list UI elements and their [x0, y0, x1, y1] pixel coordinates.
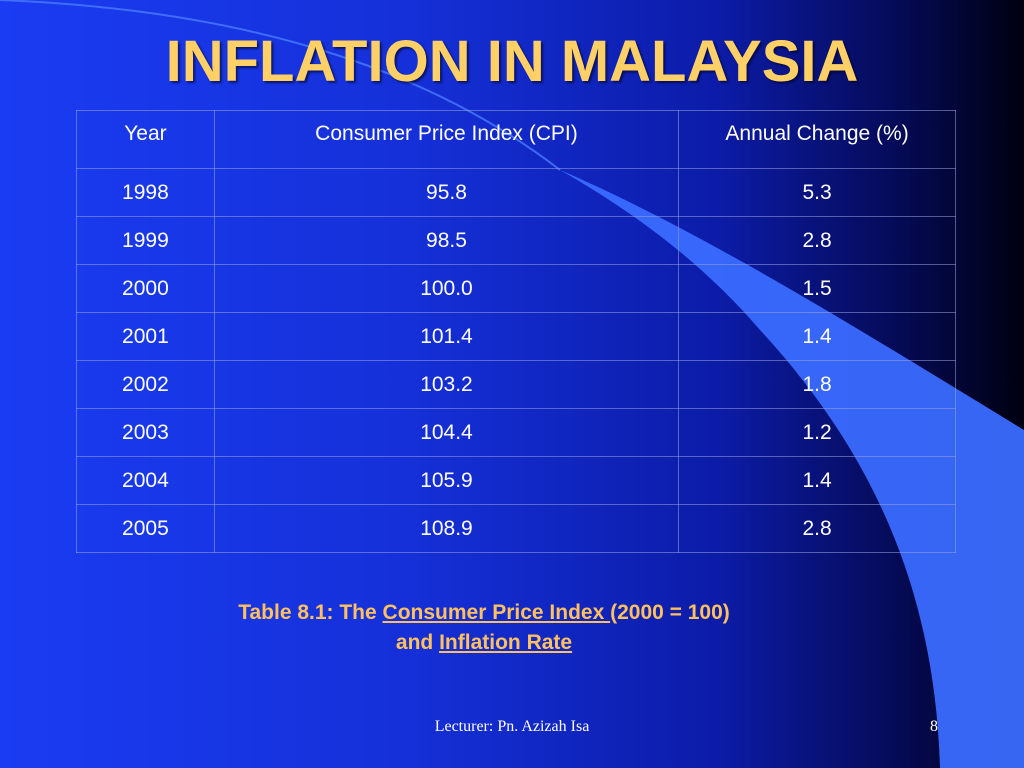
table-row: 2003 104.4 1.2	[76, 408, 956, 457]
header-year: Year	[76, 110, 215, 169]
table-row: 2004 105.9 1.4	[76, 456, 956, 505]
cell-annual-change: 1.4	[678, 312, 956, 361]
table-row: 1998 95.8 5.3	[76, 168, 956, 217]
cell-year: 1998	[76, 168, 215, 217]
header-annual-change: Annual Change (%)	[678, 110, 956, 169]
cell-cpi: 100.0	[213, 264, 680, 313]
table-row: 2002 103.2 1.8	[76, 360, 956, 409]
header-annual-change-label: Annual Change (%)	[725, 122, 909, 145]
cell-cpi: 103.2	[213, 360, 680, 409]
cell-cpi: 105.9	[213, 456, 680, 505]
caption-line-2: and Inflation Rate	[0, 628, 968, 658]
caption-middle: (2000 = 100)	[610, 601, 730, 624]
page-number: 8	[930, 718, 938, 735]
cell-year: 1999	[76, 216, 215, 265]
table-row: 2001 101.4 1.4	[76, 312, 956, 361]
cell-year: 2005	[76, 504, 215, 553]
consumer-price-index-link[interactable]: Consumer Price Index	[382, 601, 611, 624]
footer-lecturer: Lecturer: Pn. Azizah Isa	[434, 718, 590, 735]
cell-annual-change: 2.8	[678, 504, 956, 553]
cell-annual-change: 1.2	[678, 408, 956, 457]
cell-cpi: 101.4	[213, 312, 680, 361]
cell-year: 2004	[76, 456, 215, 505]
caption-line2-prefix: and	[395, 631, 440, 654]
cell-annual-change: 2.8	[678, 216, 956, 265]
table-row: 1999 98.5 2.8	[76, 216, 956, 265]
slide-title: INFLATION IN MALAYSIA	[165, 29, 859, 94]
cell-cpi: 108.9	[213, 504, 680, 553]
cpi-table: Year Consumer Price Index (CPI) Annual C…	[76, 110, 956, 553]
cell-cpi: 104.4	[213, 408, 680, 457]
header-cpi: Consumer Price Index (CPI)	[213, 110, 680, 169]
cell-cpi: 98.5	[213, 216, 680, 265]
caption-line-1: Table 8.1: The Consumer Price Index (200…	[0, 598, 968, 628]
table-caption: Table 8.1: The Consumer Price Index (200…	[0, 598, 968, 658]
cell-year: 2000	[76, 264, 215, 313]
cell-cpi: 95.8	[213, 168, 680, 217]
cell-year: 2003	[76, 408, 215, 457]
table-row: 2005 108.9 2.8	[76, 504, 956, 553]
cell-annual-change: 5.3	[678, 168, 956, 217]
table-header-row: Year Consumer Price Index (CPI) Annual C…	[76, 110, 956, 169]
cell-annual-change: 1.5	[678, 264, 956, 313]
cell-annual-change: 1.8	[678, 360, 956, 409]
caption-prefix: Table 8.1: The	[238, 601, 383, 624]
table-row: 2000 100.0 1.5	[76, 264, 956, 313]
cell-annual-change: 1.4	[678, 456, 956, 505]
inflation-rate-link[interactable]: Inflation Rate	[439, 631, 573, 654]
cell-year: 2002	[76, 360, 215, 409]
cell-year: 2001	[76, 312, 215, 361]
